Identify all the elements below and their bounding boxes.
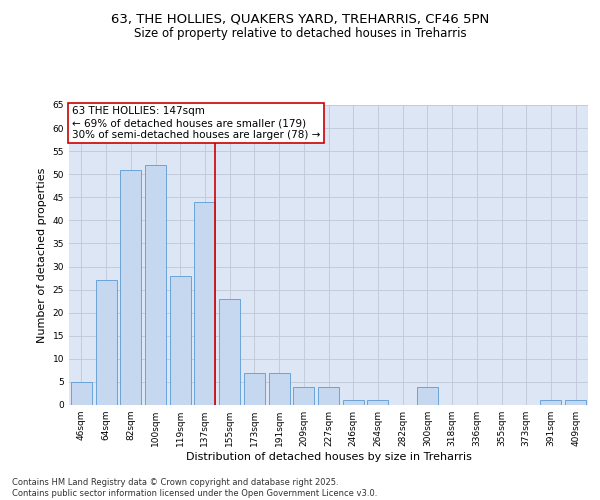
Bar [120, 170, 141, 405]
Bar [343, 400, 364, 405]
Bar [318, 386, 339, 405]
Bar [565, 400, 586, 405]
Bar [194, 202, 215, 405]
Text: 63 THE HOLLIES: 147sqm
← 69% of detached houses are smaller (179)
30% of semi-de: 63 THE HOLLIES: 147sqm ← 69% of detached… [71, 106, 320, 140]
Bar [367, 400, 388, 405]
Bar [269, 372, 290, 405]
Bar [95, 280, 116, 405]
Text: 63, THE HOLLIES, QUAKERS YARD, TREHARRIS, CF46 5PN: 63, THE HOLLIES, QUAKERS YARD, TREHARRIS… [111, 12, 489, 26]
Bar [417, 386, 438, 405]
Text: Size of property relative to detached houses in Treharris: Size of property relative to detached ho… [134, 28, 466, 40]
Bar [71, 382, 92, 405]
Bar [145, 165, 166, 405]
Y-axis label: Number of detached properties: Number of detached properties [37, 168, 47, 342]
Bar [219, 299, 240, 405]
Bar [244, 372, 265, 405]
Bar [170, 276, 191, 405]
X-axis label: Distribution of detached houses by size in Treharris: Distribution of detached houses by size … [185, 452, 472, 462]
Bar [541, 400, 562, 405]
Text: Contains HM Land Registry data © Crown copyright and database right 2025.
Contai: Contains HM Land Registry data © Crown c… [12, 478, 377, 498]
Bar [293, 386, 314, 405]
